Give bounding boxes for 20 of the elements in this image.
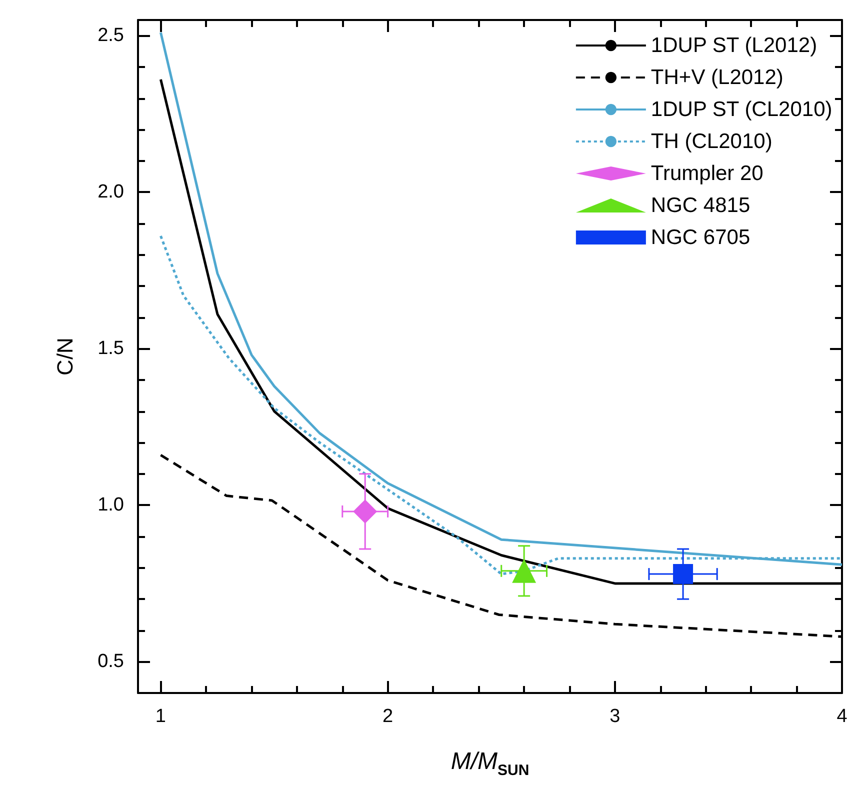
x-tick-label: 3 xyxy=(610,706,620,727)
y-tick-label: 2.5 xyxy=(98,25,124,46)
x-tick-label: 1 xyxy=(155,706,166,727)
legend-label: NGC 4815 xyxy=(650,194,750,217)
y-tick-label: 1.0 xyxy=(98,494,124,516)
y-tick-label: 1.5 xyxy=(98,338,124,360)
legend-label: TH+V (L2012) xyxy=(650,66,784,89)
point xyxy=(673,564,694,584)
legend-label: NGC 6705 xyxy=(650,226,750,249)
legend-label: 1DUP ST (L2012) xyxy=(650,34,818,57)
x-tick-label: 4 xyxy=(836,706,848,727)
y-axis-title: C/N xyxy=(52,338,78,376)
y-tick-label: 0.5 xyxy=(98,651,124,672)
legend-label: Trumpler 20 xyxy=(650,162,764,185)
x-tick-label: 2 xyxy=(382,706,394,727)
legend-label: 1DUP ST (CL2010) xyxy=(650,98,832,121)
y-tick-label: 2.0 xyxy=(98,182,124,203)
legend-label: TH (CL2010) xyxy=(650,130,772,153)
point xyxy=(512,558,536,583)
point xyxy=(353,499,378,524)
